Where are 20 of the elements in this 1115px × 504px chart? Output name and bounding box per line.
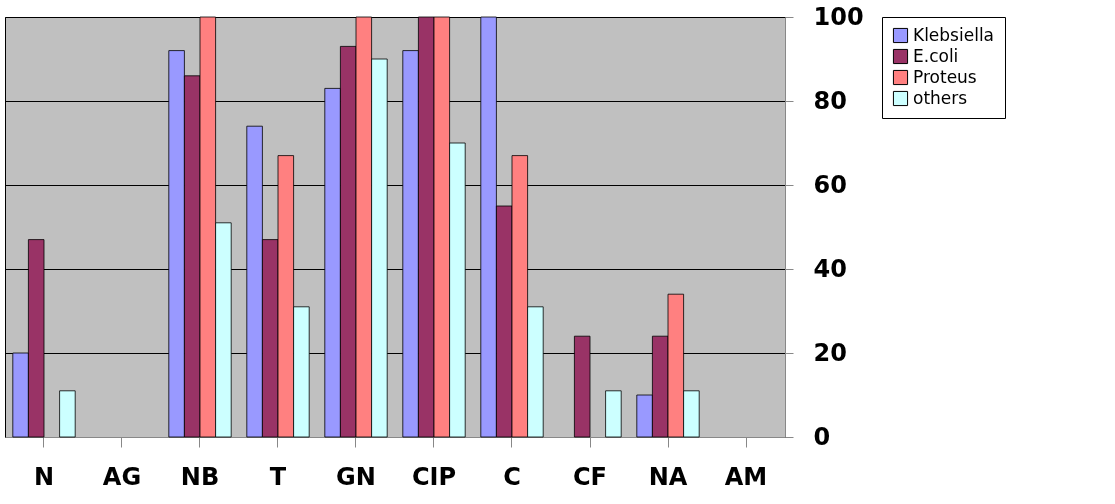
x-tick-label: AM [724,462,768,491]
y-tick-label: 40 [813,254,847,283]
x-tick-label: NA [648,462,688,491]
x-tick-label: T [269,462,287,491]
x-tick-label: CF [572,462,608,491]
x-tick-label: C [503,462,521,491]
legend-label: Klebsiella [913,24,995,45]
y-tick-label: 60 [813,170,847,199]
x-tick-label: NB [180,462,220,491]
legend-label: Proteus [913,66,977,87]
y-tick-label: 20 [813,338,847,367]
x-tick-label: GN [336,462,376,491]
legend-label: others [913,87,968,108]
y-tick-label: 100 [813,2,864,31]
x-tick-label: CIP [411,462,457,491]
x-tick-label: AG [102,462,142,491]
legend-label: E.coli [913,45,959,66]
y-tick-label: 80 [813,86,847,115]
y-tick-label: 0 [813,422,831,451]
x-tick-label: N [33,462,55,491]
